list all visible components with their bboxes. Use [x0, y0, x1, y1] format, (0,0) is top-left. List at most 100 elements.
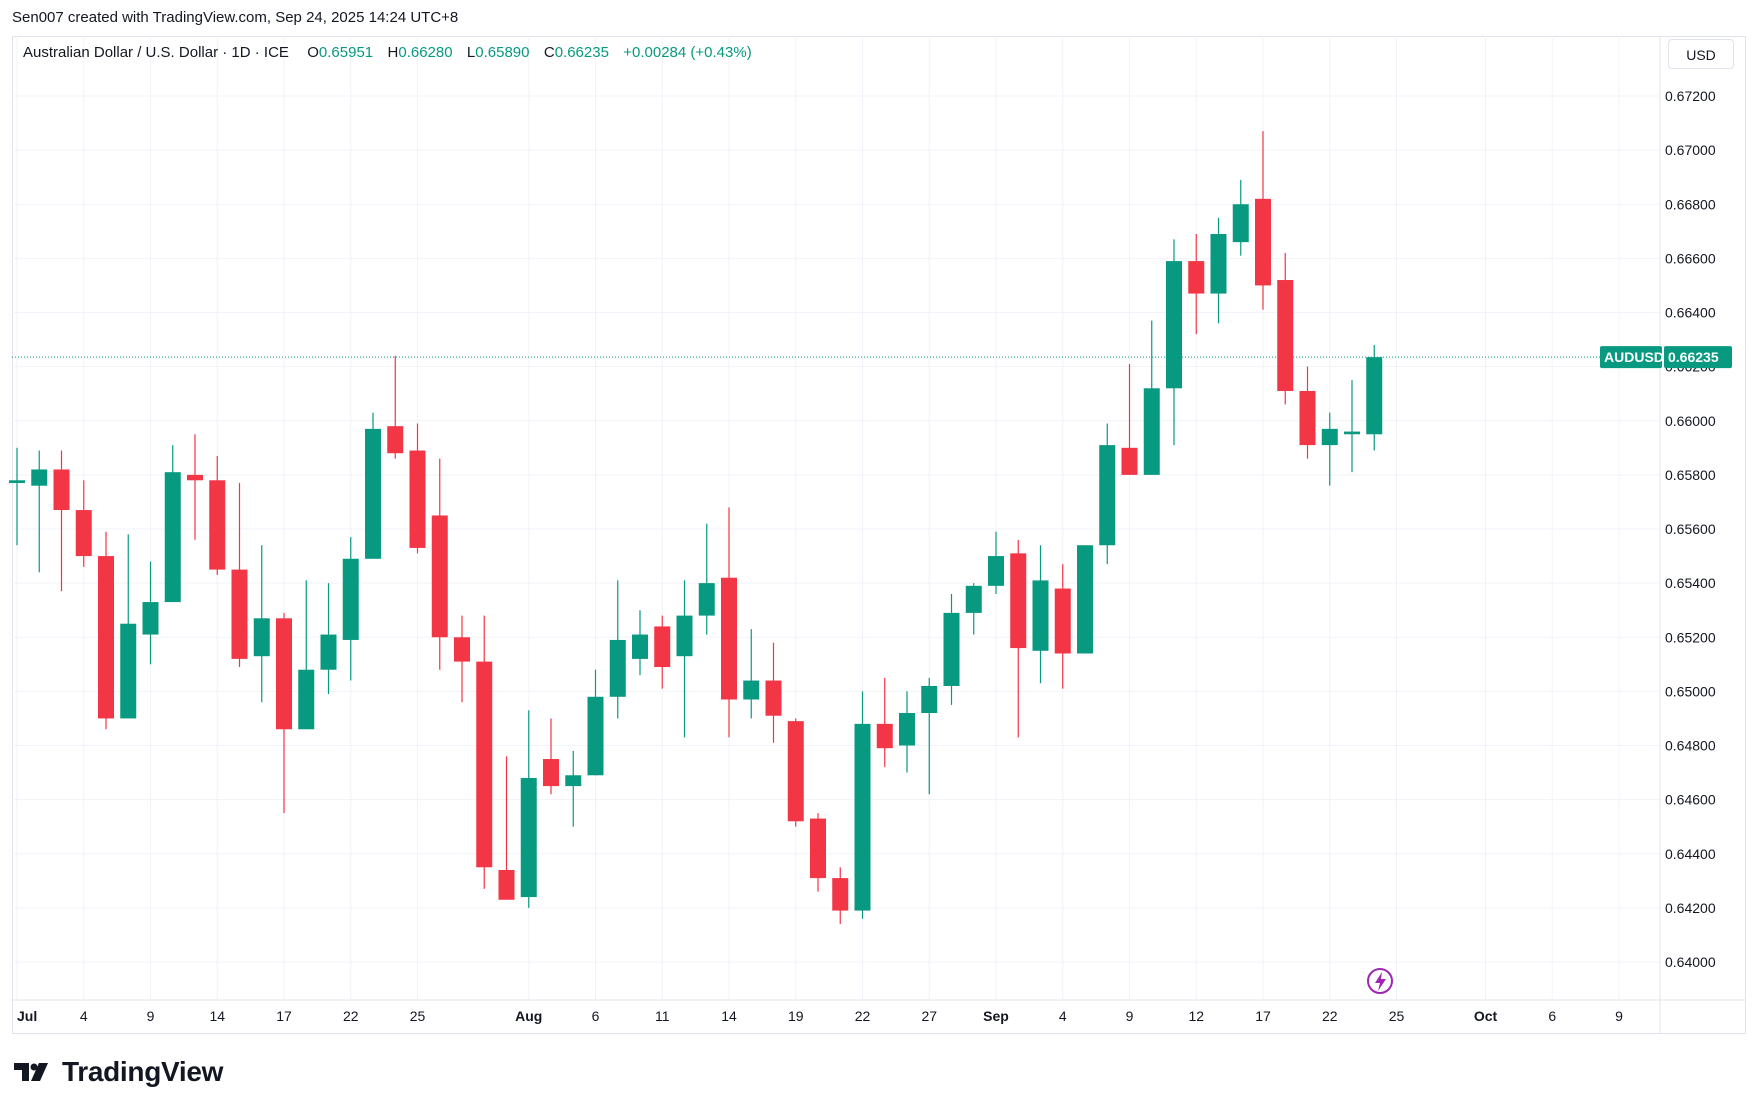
candle-body-down: [454, 637, 470, 662]
price-tag-symbol-bg: [1600, 346, 1662, 369]
close-value: 0.66235: [554, 44, 609, 61]
x-tick-label: 14: [721, 1008, 737, 1024]
chart-frame: [12, 36, 1746, 1034]
candle-body-up: [587, 696, 604, 776]
x-tick-label: 14: [209, 1008, 225, 1024]
tradingview-logo-icon: [14, 1063, 48, 1081]
candle-body-up: [520, 777, 537, 898]
candle-body-down: [543, 759, 559, 787]
y-tick-label: 0.65400: [1665, 575, 1716, 591]
candle-body-up: [743, 680, 760, 700]
candle-body-up: [1366, 357, 1383, 435]
candle-body-down: [498, 869, 515, 900]
candle-body-down: [787, 721, 804, 822]
candle-body-up: [854, 723, 871, 911]
candle-body-up: [943, 612, 960, 686]
candle-body-up: [899, 713, 915, 746]
candle-body-up: [1143, 388, 1160, 475]
x-tick-label: 11: [655, 1008, 670, 1024]
y-tick-label: 0.67000: [1665, 142, 1716, 158]
price-tag-symbol: AUDUSD: [1604, 349, 1664, 365]
candle-body-up: [1032, 580, 1049, 651]
x-tick-label: 6: [1548, 1008, 1556, 1024]
candle-body-up: [609, 639, 626, 697]
x-tick-label: 22: [855, 1008, 871, 1024]
x-tick-label: 9: [1126, 1008, 1134, 1024]
x-tick-label: Oct: [1474, 1008, 1498, 1024]
low-value: 0.65890: [475, 44, 530, 61]
candlestick-chart[interactable]: 0.64000 0.64200 0.64400 0.64600 0.64800 0.650…: [0, 0, 1754, 1040]
candle-body-down: [654, 626, 671, 668]
candle-body-down: [98, 556, 114, 719]
candle-body-down: [209, 480, 226, 570]
chart-legend: Australian Dollar / U.S. Dollar · 1D · I…: [23, 44, 752, 61]
currency-button[interactable]: USD: [1668, 39, 1734, 69]
candle-body-down: [387, 426, 404, 454]
candle-body-down: [476, 661, 493, 868]
candle-body-down: [1121, 447, 1138, 475]
logo-text: TradingView: [62, 1056, 224, 1087]
x-tick-label: 12: [1188, 1008, 1204, 1024]
y-tick-label: 0.64400: [1665, 846, 1716, 862]
candle-body-up: [365, 428, 381, 559]
y-tick-label: 0.65800: [1665, 467, 1716, 483]
lightning-event-icon[interactable]: [1367, 968, 1393, 994]
candle-body-down: [276, 618, 292, 730]
symbol-description[interactable]: Australian Dollar / U.S. Dollar · 1D · I…: [23, 44, 289, 61]
x-tick-label: 19: [788, 1008, 804, 1024]
y-tick-label: 0.64200: [1665, 900, 1716, 916]
candle-body-up: [1099, 445, 1116, 546]
close-label: C: [543, 44, 555, 61]
y-tick-label: 0.66000: [1665, 413, 1716, 429]
candle-body-down: [431, 515, 448, 638]
x-tick-label: 9: [1615, 1008, 1623, 1024]
y-tick-label: 0.66800: [1665, 196, 1716, 212]
candle-body-up: [142, 602, 159, 635]
x-tick-label: 17: [276, 1008, 292, 1024]
candle-body-up: [9, 480, 25, 483]
candle-body-down: [1054, 588, 1071, 654]
y-tick-label: 0.64000: [1665, 954, 1716, 970]
candle-body-up: [342, 558, 359, 640]
candle-body-down: [187, 474, 203, 481]
candle-body-up: [1166, 261, 1182, 389]
y-tick-label: 0.65000: [1665, 683, 1716, 699]
time-axis: Jul 4 9 14 17 22 25 Aug 6 11 14 19 22 27 Sep 4 9 12 17 22 25…: [17, 1008, 1623, 1024]
candle-body-down: [75, 510, 92, 557]
candle-body-up: [120, 623, 137, 719]
y-tick-label: 0.67200: [1665, 88, 1716, 104]
candle-body-down: [1277, 280, 1294, 391]
low-label: L: [466, 44, 476, 61]
x-tick-label: 4: [80, 1008, 88, 1024]
candle-body-down: [1299, 390, 1316, 446]
candle-body-up: [1077, 545, 1093, 654]
high-value: 0.66280: [398, 44, 453, 61]
candle-body-down: [1010, 553, 1027, 649]
tradingview-logo[interactable]: TradingView: [14, 1054, 223, 1090]
candle-body-down: [1188, 261, 1205, 294]
x-tick-label: 4: [1059, 1008, 1067, 1024]
price-tag-value: 0.66235: [1668, 349, 1719, 365]
candle-body-down: [832, 878, 849, 911]
y-tick-label: 0.64600: [1665, 792, 1716, 808]
candle-body-up: [320, 634, 337, 670]
x-tick-label: 9: [147, 1008, 155, 1024]
last-price-tag: AUDUSD 0.66235: [1600, 346, 1732, 369]
candle-body-up: [253, 618, 270, 657]
candle-body-down: [231, 569, 248, 659]
x-tick-label: 17: [1255, 1008, 1271, 1024]
y-tick-label: 0.66600: [1665, 250, 1716, 266]
x-tick-label: 6: [592, 1008, 600, 1024]
y-tick-label: 0.65600: [1665, 521, 1716, 537]
y-tick-label: 0.64800: [1665, 738, 1716, 754]
candle-body-down: [765, 680, 782, 716]
candle-body-down: [721, 577, 737, 700]
candle-body-down: [53, 469, 70, 511]
x-tick-label: 27: [921, 1008, 937, 1024]
candle-body-up: [1210, 234, 1227, 294]
chart-caption: Sen007 created with TradingView.com, Sep…: [12, 9, 459, 26]
candle-body-up: [1321, 428, 1338, 446]
x-tick-label: 22: [343, 1008, 359, 1024]
candle-body-up: [1344, 431, 1360, 435]
candle-body-up: [298, 669, 315, 730]
